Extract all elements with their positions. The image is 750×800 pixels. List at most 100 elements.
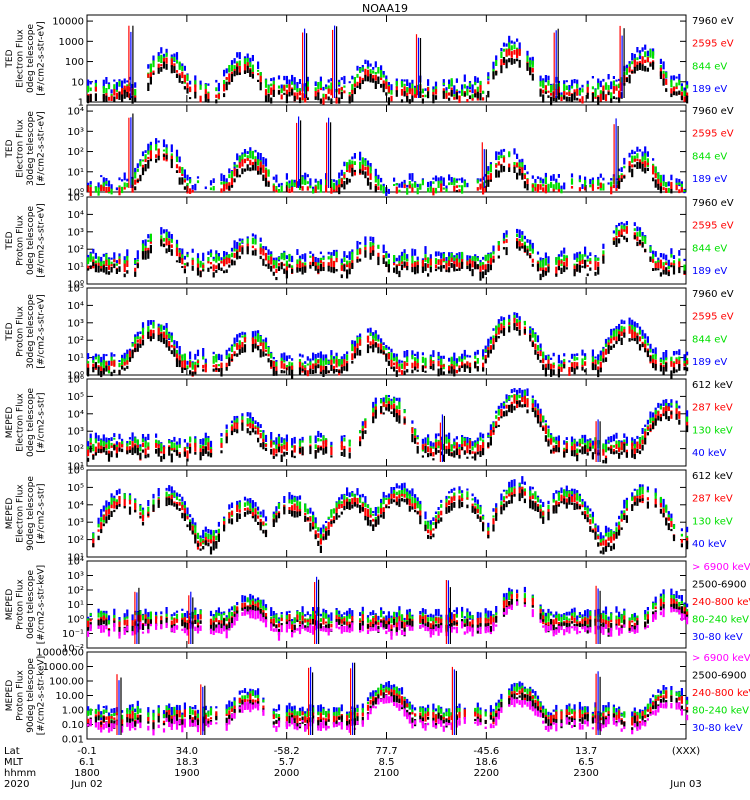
data-point xyxy=(249,57,252,64)
data-point xyxy=(633,454,636,460)
data-point xyxy=(607,85,610,91)
data-point xyxy=(351,89,354,94)
data-point xyxy=(105,181,108,185)
data-point xyxy=(343,445,346,450)
data-point xyxy=(557,447,560,453)
data-point xyxy=(105,444,108,449)
data-point xyxy=(139,160,142,167)
data-point xyxy=(301,263,304,268)
data-point xyxy=(424,511,427,520)
data-point xyxy=(408,99,411,104)
data-point xyxy=(526,409,529,414)
data-point xyxy=(604,357,608,362)
data-point xyxy=(288,621,291,629)
data-point xyxy=(610,445,613,449)
data-point xyxy=(641,47,644,52)
data-point xyxy=(209,452,213,458)
data-point xyxy=(228,518,231,524)
data-point xyxy=(136,163,139,169)
data-point xyxy=(683,354,686,363)
data-point xyxy=(128,449,132,453)
data-point xyxy=(238,72,241,75)
data-point xyxy=(675,76,678,79)
data-point xyxy=(277,511,281,514)
data-point xyxy=(448,366,451,373)
data-point xyxy=(610,328,613,336)
data-point xyxy=(317,352,320,358)
data-point xyxy=(327,251,330,255)
data-point xyxy=(427,453,430,458)
data-point xyxy=(531,248,534,254)
data-point xyxy=(374,80,377,89)
data-point xyxy=(199,444,202,449)
data-point xyxy=(377,343,380,348)
data-point xyxy=(228,168,231,174)
data-point xyxy=(610,448,613,454)
data-point xyxy=(429,266,432,273)
data-point xyxy=(526,398,529,408)
data-point xyxy=(468,82,472,87)
data-point xyxy=(667,269,670,273)
data-point xyxy=(523,491,526,496)
data-point xyxy=(667,406,670,411)
data-point xyxy=(539,273,542,281)
data-point xyxy=(139,174,142,182)
data-point xyxy=(147,506,150,514)
data-point xyxy=(87,441,90,450)
data-point xyxy=(173,56,176,61)
data-point xyxy=(672,265,676,275)
data-point xyxy=(314,91,317,98)
data-point xyxy=(597,525,600,532)
data-point xyxy=(604,343,608,347)
data-point xyxy=(223,174,226,184)
data-point xyxy=(105,186,108,193)
data-point xyxy=(400,483,404,492)
data-point xyxy=(662,73,665,80)
data-point xyxy=(155,439,158,447)
data-point xyxy=(539,350,542,357)
data-point xyxy=(272,618,275,625)
data-point xyxy=(372,627,375,631)
data-point xyxy=(618,83,621,89)
data-point xyxy=(194,364,197,374)
data-point xyxy=(458,267,461,271)
data-point xyxy=(489,436,492,446)
data-point xyxy=(170,440,173,444)
data-point xyxy=(680,533,683,537)
data-point xyxy=(502,157,506,163)
data-point xyxy=(246,418,249,426)
data-point xyxy=(427,437,430,446)
data-point xyxy=(264,444,268,447)
data-point xyxy=(270,254,273,258)
data-point xyxy=(387,97,390,105)
data-point xyxy=(646,419,649,425)
data-point xyxy=(209,252,213,258)
data-point xyxy=(332,182,336,191)
data-point xyxy=(298,620,302,624)
data-point xyxy=(170,441,173,451)
data-point xyxy=(338,179,341,187)
data-point xyxy=(343,90,346,94)
data-point xyxy=(291,255,294,263)
data-marks xyxy=(87,576,689,644)
data-point xyxy=(361,79,364,84)
data-point xyxy=(393,403,396,412)
data-point xyxy=(599,90,602,95)
data-point xyxy=(390,404,393,410)
data-point xyxy=(427,263,430,268)
data-point xyxy=(536,345,540,351)
data-point xyxy=(275,174,278,183)
data-point xyxy=(285,181,288,188)
data-point xyxy=(633,66,636,74)
data-point xyxy=(403,91,406,97)
data-point xyxy=(277,90,281,95)
data-point xyxy=(529,499,532,509)
data-point xyxy=(199,261,202,268)
data-point xyxy=(194,619,197,624)
data-point xyxy=(131,620,134,627)
data-point xyxy=(421,444,424,450)
data-point xyxy=(204,526,207,532)
data-point xyxy=(118,80,121,87)
data-point xyxy=(280,370,283,374)
data-point xyxy=(189,179,192,184)
